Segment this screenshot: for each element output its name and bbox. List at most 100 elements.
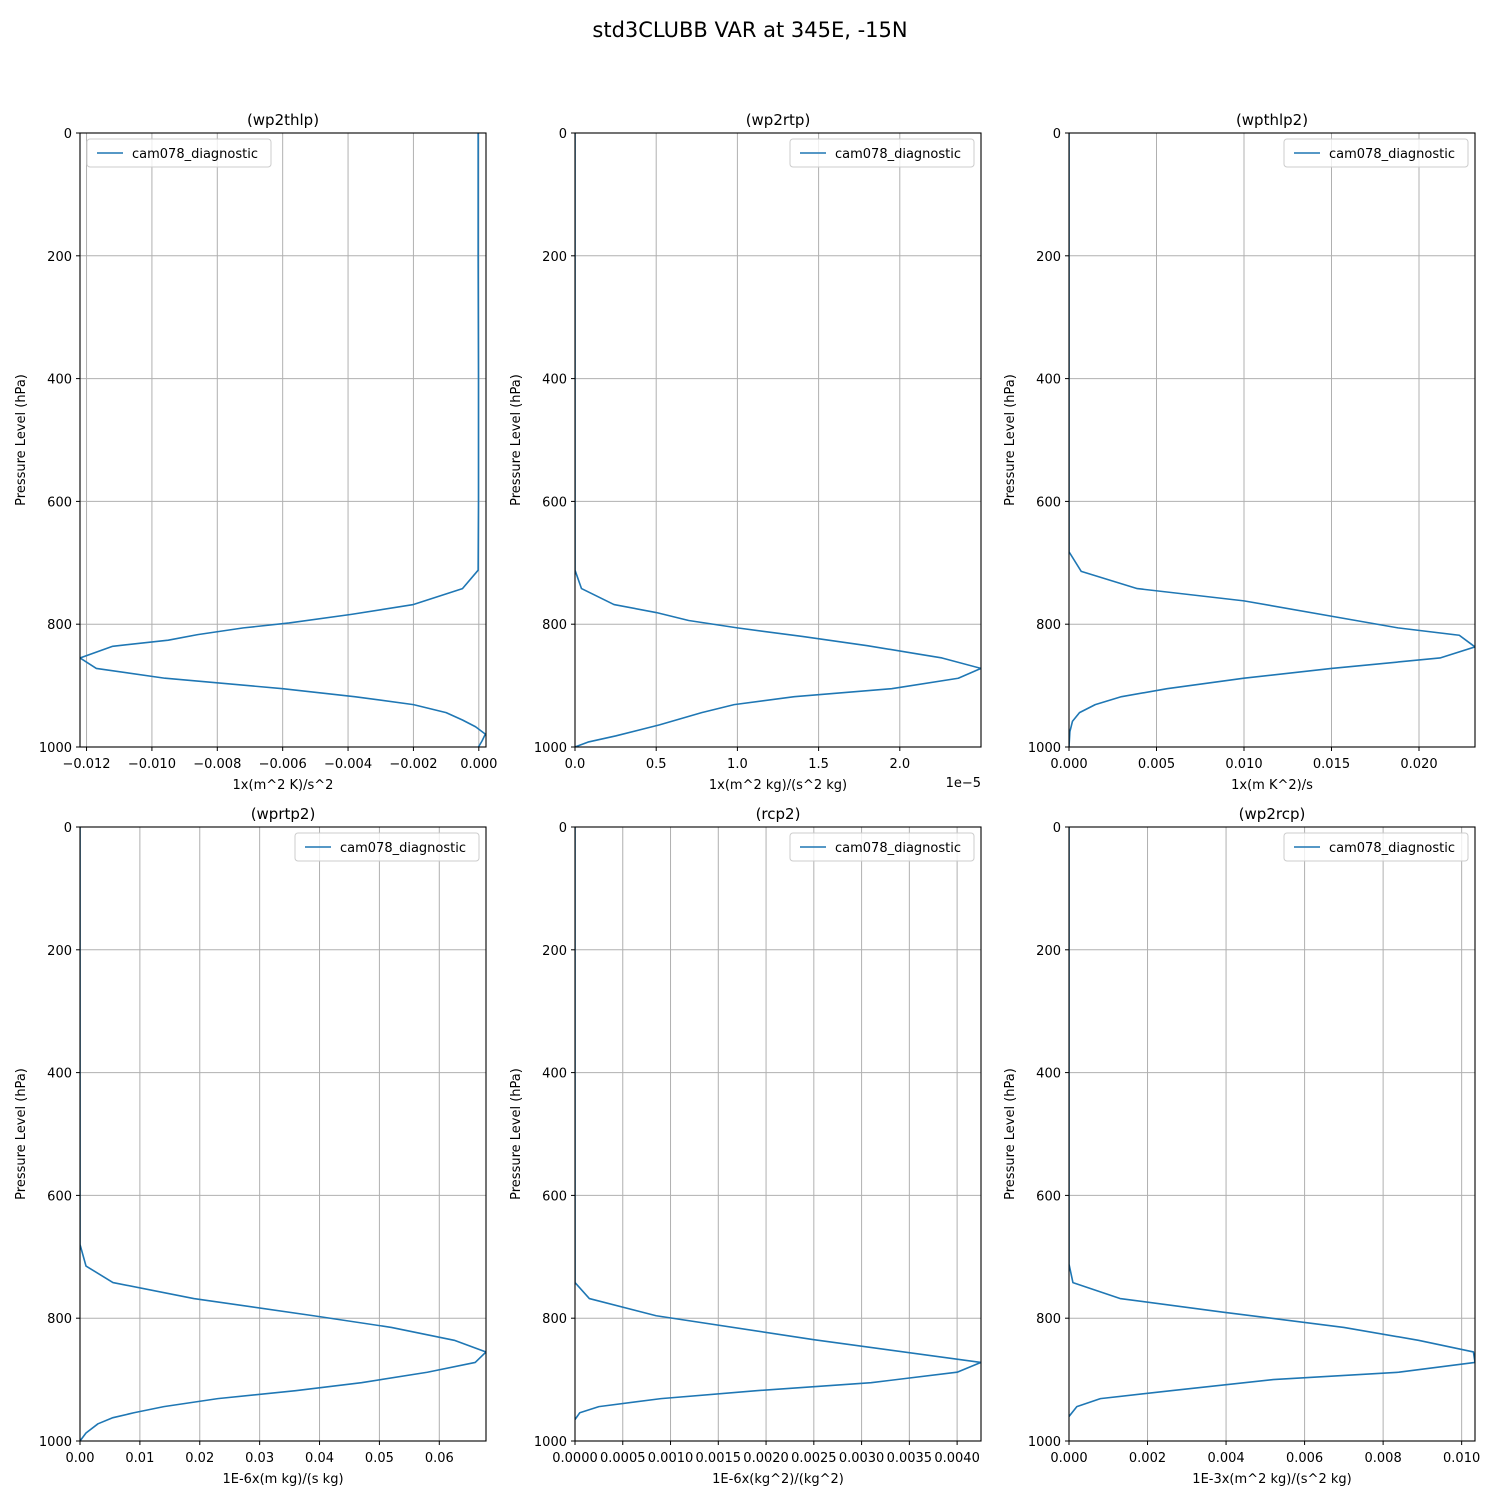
- x-axis-label: 1x(m^2 K)/s^2: [233, 778, 334, 793]
- legend-box: [1283, 138, 1469, 168]
- y-tick-label: 1000: [534, 741, 567, 756]
- series-line: [80, 133, 486, 747]
- legend: cam078_diagnostic: [1283, 138, 1469, 168]
- panels: −0.012 −0.010 −0.008 −0.006 −0.004 −0.002 0.00…: [14, 111, 1480, 1487]
- series-line: [1069, 827, 1475, 1417]
- y-tick-label: 600: [47, 1189, 72, 1204]
- y-tick-label: 400: [47, 373, 72, 388]
- panel-title: (wp2rtp): [746, 111, 811, 129]
- x-tick-label: 0.0020: [743, 1451, 789, 1466]
- panel-1: −0.012 −0.010 −0.008 −0.006 −0.004 −0.002 0.00…: [14, 111, 497, 793]
- panel-3: 0.000 0.005 0.010 0.015 0.020 0 200 400 600 800 10…: [1003, 111, 1476, 793]
- legend-label: cam078_diagnostic: [835, 841, 961, 856]
- x-axis-label: 1E-6x(kg^2)/(kg^2): [712, 1472, 844, 1487]
- x-tick-label: 0.00: [66, 1451, 95, 1466]
- x-tick-label: 0.000: [1050, 757, 1087, 772]
- axes-frame: [574, 132, 982, 748]
- x-tick-label: 0.04: [305, 1451, 334, 1466]
- y-tick-label: 200: [1036, 250, 1061, 265]
- legend-label: cam078_diagnostic: [1329, 147, 1455, 162]
- x-tick-label: 1.0: [727, 757, 748, 772]
- axes-frame: [1068, 826, 1476, 1442]
- x-tick-label: 0.05: [365, 1451, 394, 1466]
- panel-title: (wp2thlp): [247, 111, 319, 129]
- y-tick-label: 200: [47, 250, 72, 265]
- figure-title: std3CLUBB VAR at 345E, -15N: [592, 18, 907, 42]
- legend-box: [1283, 832, 1469, 862]
- x-tick-label: 0.008: [1365, 1451, 1402, 1466]
- panel-2: 0.0 0.5 1.0 1.5 2.0 0 200 400 600 800 1000 1e−5 1x(m…: [509, 111, 982, 793]
- panel-title: (wprtp2): [251, 805, 316, 823]
- x-tick-label: 0.015: [1313, 757, 1350, 772]
- x-tick-label: 0.006: [1286, 1451, 1323, 1466]
- x-tick-label: 0.0005: [600, 1451, 646, 1466]
- panel-5: 0.0000 0.0005 0.0010 0.0015 0.0020 0.0025 0.00…: [509, 805, 982, 1487]
- axes-frame: [79, 826, 487, 1442]
- y-tick-label: 600: [47, 495, 72, 510]
- legend-label: cam078_diagnostic: [1329, 841, 1455, 856]
- y-tick-label: 1000: [1028, 741, 1061, 756]
- legend: cam078_diagnostic: [1283, 832, 1469, 862]
- x-tick-label: 0.0025: [791, 1451, 837, 1466]
- y-tick-label: 400: [47, 1067, 72, 1082]
- y-tick-label: 0: [1053, 127, 1061, 142]
- x-tick-label: 0.0: [565, 757, 586, 772]
- legend: cam078_diagnostic: [294, 832, 480, 862]
- y-tick-label: 400: [542, 1067, 567, 1082]
- y-tick-label: 600: [542, 495, 567, 510]
- x-axis-label: 1x(m K^2)/s: [1231, 778, 1313, 793]
- x-tick-label: −0.004: [324, 757, 372, 772]
- x-tick-label: 1.5: [808, 757, 829, 772]
- y-tick-label: 0: [64, 821, 72, 836]
- y-tick-label: 600: [1036, 1189, 1061, 1204]
- y-tick-label: 1000: [39, 1435, 72, 1450]
- x-tick-label: 0.02: [185, 1451, 214, 1466]
- panel-title: (rcp2): [756, 805, 801, 823]
- x-tick-label: −0.006: [259, 757, 307, 772]
- y-tick-label: 200: [542, 944, 567, 959]
- x-offset-label: 1e−5: [946, 776, 981, 791]
- y-tick-label: 0: [64, 127, 72, 142]
- x-tick-label: 0.005: [1138, 757, 1175, 772]
- series-line: [80, 827, 486, 1441]
- series-line: [575, 133, 981, 747]
- legend-label: cam078_diagnostic: [340, 841, 466, 856]
- x-axis-label: 1x(m^2 kg)/(s^2 kg): [709, 778, 847, 793]
- axes-frame: [1068, 132, 1476, 748]
- legend-label: cam078_diagnostic: [835, 147, 961, 162]
- y-tick-label: 400: [1036, 1067, 1061, 1082]
- x-tick-label: −0.010: [128, 757, 176, 772]
- y-axis-label: Pressure Level (hPa): [14, 374, 29, 506]
- x-tick-label: 0.0010: [648, 1451, 694, 1466]
- x-tick-label: −0.008: [193, 757, 241, 772]
- x-tick-label: 0.010: [1443, 1451, 1480, 1466]
- y-tick-label: 800: [47, 618, 72, 633]
- x-tick-label: 2.0: [889, 757, 910, 772]
- x-tick-label: 0.010: [1225, 757, 1262, 772]
- y-tick-label: 600: [542, 1189, 567, 1204]
- y-tick-label: 200: [542, 250, 567, 265]
- x-tick-label: 0.020: [1400, 757, 1437, 772]
- y-tick-label: 0: [1053, 821, 1061, 836]
- y-tick-label: 600: [1036, 495, 1061, 510]
- panel-4: 0.00 0.01 0.02 0.03 0.04 0.05 0.06 0 200 400 600 80…: [14, 805, 487, 1487]
- x-tick-label: −0.002: [389, 757, 437, 772]
- x-tick-label: 0.000: [460, 757, 497, 772]
- y-axis-label: Pressure Level (hPa): [509, 374, 524, 506]
- y-axis-label: Pressure Level (hPa): [1003, 1068, 1018, 1200]
- y-tick-label: 0: [559, 821, 567, 836]
- y-tick-label: 800: [542, 1312, 567, 1327]
- x-axis-label: 1E-6x(m kg)/(s kg): [222, 1472, 343, 1487]
- legend-box: [294, 832, 480, 862]
- y-tick-label: 200: [47, 944, 72, 959]
- panel-title: (wpthlp2): [1236, 111, 1308, 129]
- x-tick-label: 0.01: [125, 1451, 154, 1466]
- x-tick-label: 0.0000: [552, 1451, 598, 1466]
- y-tick-label: 1000: [534, 1435, 567, 1450]
- y-axis-label: Pressure Level (hPa): [1003, 374, 1018, 506]
- x-tick-label: 0.0035: [887, 1451, 933, 1466]
- axes-frame: [574, 826, 982, 1442]
- x-tick-label: 0.002: [1129, 1451, 1166, 1466]
